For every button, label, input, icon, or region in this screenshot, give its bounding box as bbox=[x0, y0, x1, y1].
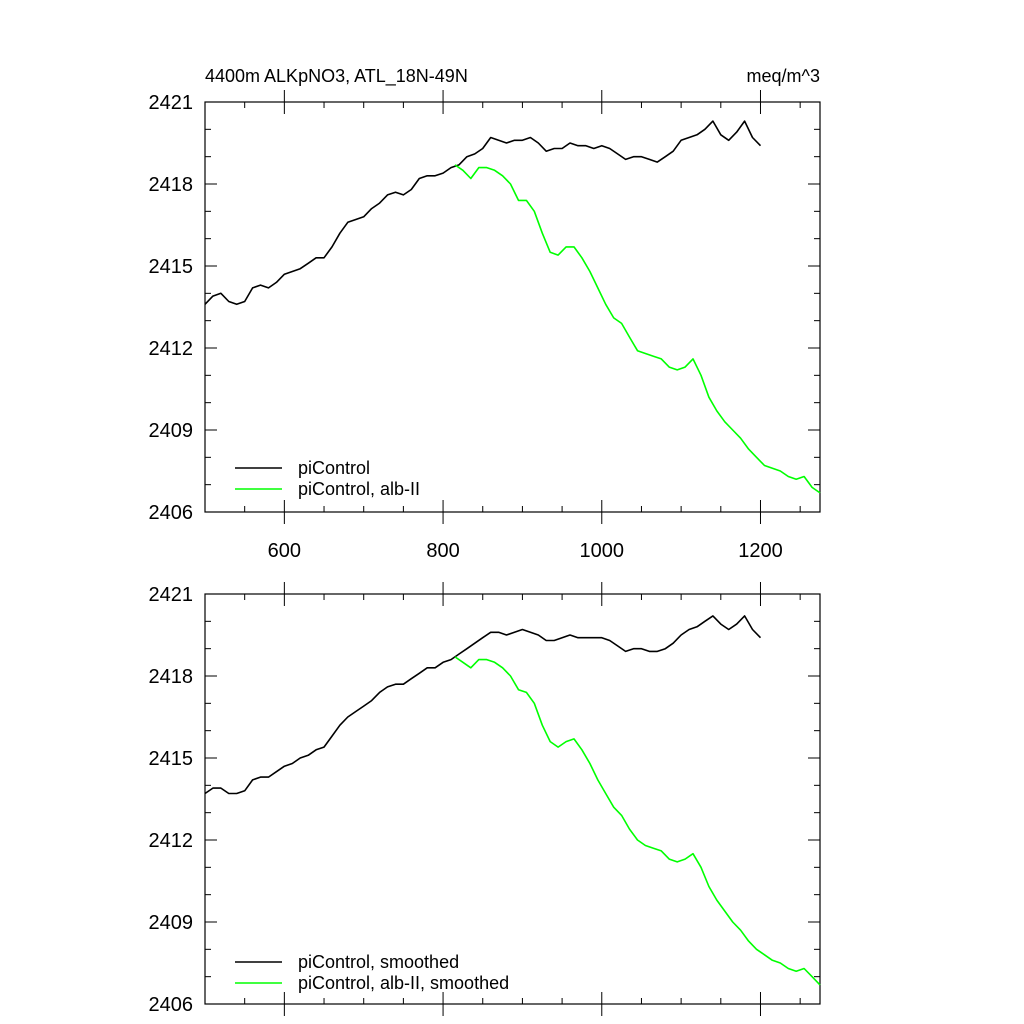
y-tick-label: 2418 bbox=[149, 174, 194, 196]
bottom-panel: 2406 2409 2412 2415 2418 2421 piControl, smoot… bbox=[149, 582, 821, 1016]
series-line-picontrol bbox=[204, 120, 762, 306]
x-tick-label: 600 bbox=[268, 540, 301, 562]
x-tick-label: 800 bbox=[426, 540, 459, 562]
top-panel: 2406 2409 2412 2415 2418 2421 600 800 1000 1200 pi… bbox=[149, 90, 821, 562]
legend-label: piControl, alb-II bbox=[298, 479, 420, 499]
plot-frame bbox=[204, 101, 821, 513]
legend-label: piControl, smoothed bbox=[298, 952, 459, 972]
y-tick-label: 2406 bbox=[149, 994, 194, 1016]
y-tick-label: 2409 bbox=[149, 420, 194, 442]
y-tick-label: 2409 bbox=[149, 912, 194, 934]
series-line-picontrol-alb-ii bbox=[454, 164, 821, 494]
legend-label: piControl, alb-II, smoothed bbox=[298, 973, 509, 993]
y-tick-label: 2406 bbox=[149, 502, 194, 524]
legend-label: piControl bbox=[298, 458, 370, 478]
y-tick-label: 2415 bbox=[149, 748, 194, 770]
x-tick-label: 1200 bbox=[738, 540, 783, 562]
y-tick-label: 2421 bbox=[149, 584, 194, 606]
plot-frame bbox=[204, 593, 821, 1005]
units-label: meq/m^3 bbox=[747, 66, 820, 86]
y-tick-label: 2412 bbox=[149, 338, 194, 360]
y-tick-label: 2415 bbox=[149, 256, 194, 278]
x-tick-label: 1000 bbox=[580, 540, 625, 562]
y-tick-label: 2412 bbox=[149, 830, 194, 852]
series-line-picontrol-alb-ii bbox=[454, 656, 821, 986]
y-tick-label: 2418 bbox=[149, 666, 194, 688]
series-line-picontrol bbox=[204, 615, 762, 795]
chart-title: 4400m ALKpNO3, ATL_18N-49N bbox=[205, 66, 468, 87]
y-tick-label: 2421 bbox=[149, 92, 194, 114]
